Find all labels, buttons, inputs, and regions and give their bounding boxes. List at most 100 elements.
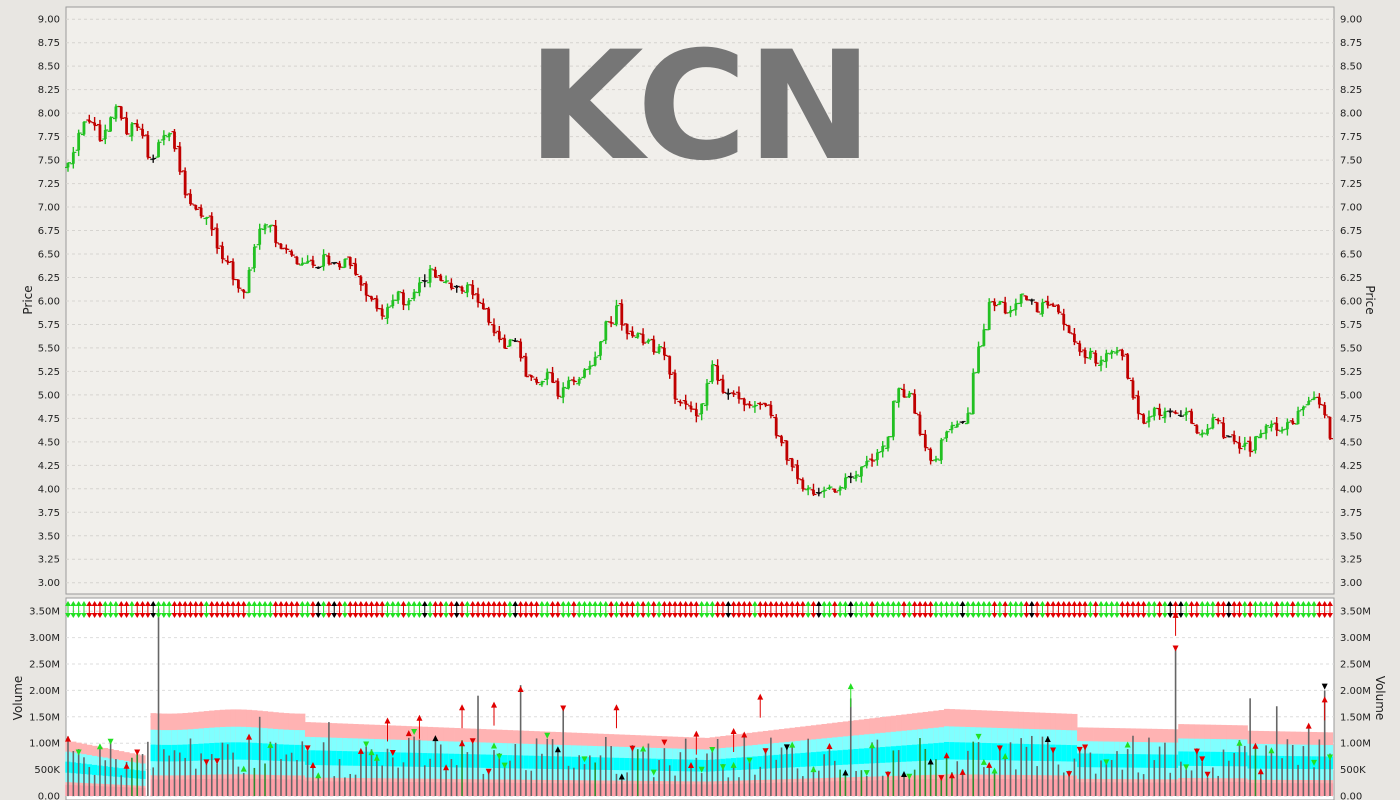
price-bar <box>1039 298 1046 317</box>
signal-arrow <box>916 601 923 618</box>
price-bar <box>847 472 854 484</box>
signal-arrow <box>895 601 902 618</box>
volume-signal-marker <box>996 745 1003 752</box>
price-bar <box>943 430 950 442</box>
signal-arrow <box>1268 601 1275 618</box>
signal-arrow <box>948 601 955 618</box>
price-bar <box>1284 418 1291 436</box>
price-tick-label: 3.25 <box>38 555 60 566</box>
price-bar <box>475 287 482 308</box>
signal-arrow <box>613 601 620 618</box>
signal-arrow <box>1135 601 1142 618</box>
price-tick-label: 8.50 <box>1340 62 1362 73</box>
signal-arrow <box>911 601 918 618</box>
signal-arrow <box>1273 601 1280 618</box>
price-bar <box>1305 396 1312 406</box>
volume-signal-marker <box>789 741 796 748</box>
signal-arrow <box>160 601 167 618</box>
signal-arrow <box>522 601 529 618</box>
price-bar <box>1300 405 1307 417</box>
volume-signal-marker <box>1002 753 1009 760</box>
volume-arrow-marker <box>459 704 466 729</box>
signal-arrow <box>1236 601 1243 618</box>
price-bar <box>624 323 631 340</box>
volume-signal-marker <box>650 769 657 776</box>
price-bar <box>714 359 721 385</box>
signal-arrow <box>389 601 396 618</box>
price-bar <box>996 300 1003 306</box>
price-bar <box>437 273 444 282</box>
volume-signal-marker <box>901 770 908 777</box>
price-bar <box>783 440 790 465</box>
price-bar <box>656 343 663 355</box>
price-bar <box>352 258 359 276</box>
signal-arrow <box>560 601 567 618</box>
price-tick-label: 5.75 <box>1340 320 1362 331</box>
volume-signal-marker <box>842 769 849 776</box>
volume-signal-marker <box>443 764 450 771</box>
signal-arrow <box>1082 601 1089 618</box>
volume-signal-marker <box>1044 735 1051 742</box>
price-tick-label: 8.75 <box>38 38 60 49</box>
price-tick-label: 4.25 <box>38 461 60 472</box>
price-bar <box>416 277 423 297</box>
price-bar <box>815 487 822 497</box>
price-bar <box>549 366 556 384</box>
signal-arrow <box>698 601 705 618</box>
signal-arrow <box>624 601 631 618</box>
price-tick-label: 6.00 <box>1340 296 1362 307</box>
signal-arrow <box>176 601 183 618</box>
volume-signal-marker <box>581 756 588 763</box>
signal-arrow <box>879 601 886 618</box>
price-bar <box>1241 436 1248 451</box>
signal-arrow <box>336 601 343 618</box>
price-bar <box>357 275 364 292</box>
signal-arrow <box>368 601 375 618</box>
volume-signal-marker <box>1193 748 1200 755</box>
signal-arrow <box>75 601 82 618</box>
signal-arrow <box>198 601 205 618</box>
signal-arrow <box>1263 601 1270 618</box>
signal-arrow <box>475 601 482 618</box>
price-bar <box>1092 350 1099 367</box>
volume-signal-marker <box>991 767 998 774</box>
signal-arrow <box>986 601 993 618</box>
price-tick-label: 3.00 <box>1340 578 1362 589</box>
price-bar <box>576 376 583 386</box>
price-tick-label: 3.75 <box>1340 508 1362 519</box>
price-bar <box>155 139 162 158</box>
signal-arrow <box>496 601 503 618</box>
price-bar <box>1188 408 1195 425</box>
volume-signal-marker <box>1305 722 1312 729</box>
signal-arrow <box>677 601 684 618</box>
volume-signal-marker <box>1236 739 1243 746</box>
price-bar <box>512 337 519 343</box>
volume-signal-marker <box>1172 645 1179 652</box>
signal-arrow <box>1209 601 1216 618</box>
volume-signal-marker <box>368 749 375 756</box>
signal-arrow <box>544 601 551 618</box>
signal-arrow <box>171 601 178 618</box>
signal-arrow <box>1316 601 1323 618</box>
price-bar <box>1007 305 1014 318</box>
signal-arrow <box>842 601 849 618</box>
signal-arrow <box>214 601 221 618</box>
price-bar <box>219 241 226 264</box>
price-bar <box>608 316 615 328</box>
price-bar <box>1119 348 1126 361</box>
signal-arrow <box>767 601 774 618</box>
price-bar <box>448 278 455 291</box>
volume-signal-marker <box>490 742 497 749</box>
volume-signal-marker <box>389 750 396 757</box>
signal-arrow <box>320 601 327 618</box>
price-bar <box>954 420 961 428</box>
volume-signal-marker <box>309 761 316 768</box>
price-bar <box>1114 346 1121 356</box>
signal-arrow <box>96 601 103 618</box>
price-tick-label: 7.00 <box>1340 203 1362 214</box>
signal-arrow <box>283 601 290 618</box>
signal-arrow <box>1145 601 1152 618</box>
volume-signal-marker <box>544 732 551 739</box>
price-bar <box>1252 435 1259 454</box>
volume-arrow-marker <box>613 704 620 729</box>
